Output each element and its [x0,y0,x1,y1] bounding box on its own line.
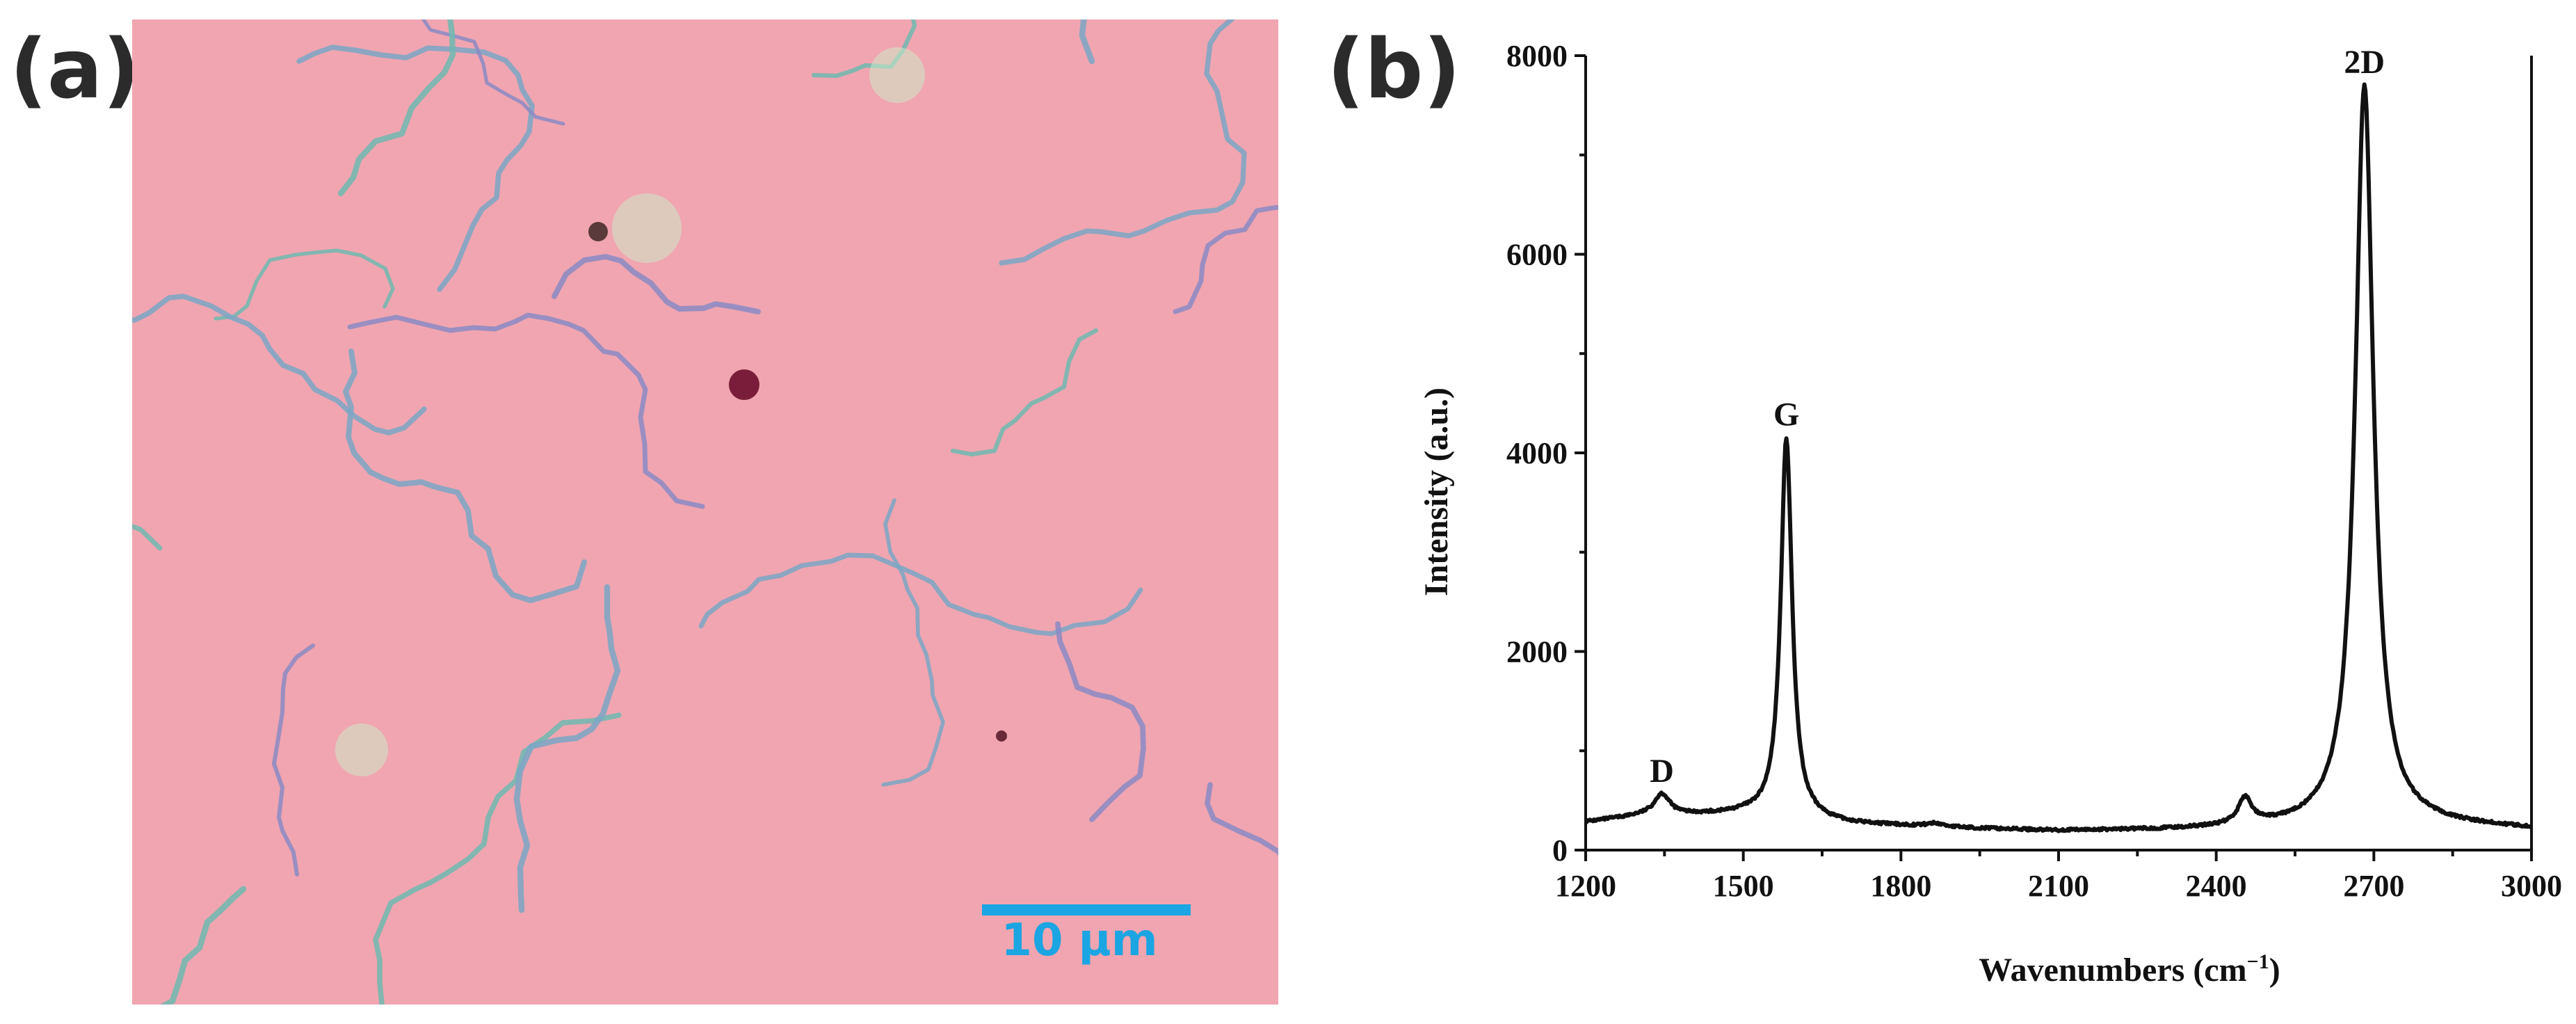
chart-axes [1584,56,2533,851]
x-tick-label: 1800 [1870,869,1931,903]
y-tick-label: 8000 [1506,39,1568,73]
x-tick-label: 1200 [1555,869,1616,903]
scale-bar-label: 10 μm [1001,915,1158,966]
panel-label-a: (a) [10,21,140,117]
x-tick-label: 1500 [1713,869,1774,903]
x-axis-title-main: Wavenumbers (cm [1979,952,2246,989]
particle-dot [588,222,608,241]
wrinkle-line [160,886,247,1005]
bright-spot [335,723,388,776]
x-axis-title-superscript: −1 [2247,950,2269,973]
wrinkle-line [811,19,917,79]
particle-dot [729,369,759,400]
wrinkle-line [272,643,315,877]
raman-spectrum-series [1584,82,2533,833]
wrinkle-line [214,248,395,321]
bright-spot [869,47,925,103]
y-tick-label: 6000 [1506,238,1568,272]
y-axis-title: Intensity (a.u.) [1418,387,1455,596]
wrinkle-line [999,19,1247,266]
micrograph-particles [335,47,1007,776]
peak-label: D [1650,753,1674,790]
graphene-wrinkles [132,19,1278,1005]
wrinkle-line [881,498,945,787]
x-tick-label: 2400 [2186,869,2247,903]
x-tick-label: 2700 [2343,869,2404,903]
micrograph-background [132,19,1278,1005]
wrinkle-line [1205,782,1278,856]
y-tick-label: 2000 [1506,635,1568,669]
wrinkle-line [347,312,705,509]
wrinkle-line [950,328,1099,457]
wrinkle-line [421,19,565,126]
wrinkle-line [1055,621,1146,822]
chart-ticks: 1200 1500 1800 2100 2400 2700 3000 0 2000 4000 600… [1506,39,2562,903]
y-tick-label: 0 [1552,833,1568,867]
peak-label: 2D [2344,44,2385,81]
optical-micrograph [132,19,1278,1005]
scale-bar [982,904,1191,915]
wrinkle-line [552,254,761,314]
wrinkle-line [1173,205,1278,314]
raman-chart: 1200 1500 1800 2100 2400 2700 3000 0 2000 4000 600… [1418,39,2562,989]
x-tick-label: 3000 [2501,869,2562,903]
peak-label: G [1773,397,1799,433]
wrinkle-line [132,294,427,435]
x-axis-title: Wavenumbers (cm−1) [1979,950,2280,989]
wrinkle-line [513,584,621,913]
particle-dot [996,730,1007,742]
wrinkle-line [337,19,456,197]
x-tick-label: 2100 [2028,869,2089,903]
bright-spot [612,193,682,263]
y-tick-label: 4000 [1506,436,1568,470]
peak-labels: D G 2D [1650,44,2385,790]
wrinkle-line [296,45,535,292]
x-axis-title-suffix: ) [2269,952,2280,989]
micrograph-image [132,19,1278,1005]
wrinkle-line [343,349,587,603]
panel-label-b: (b) [1327,21,1461,117]
